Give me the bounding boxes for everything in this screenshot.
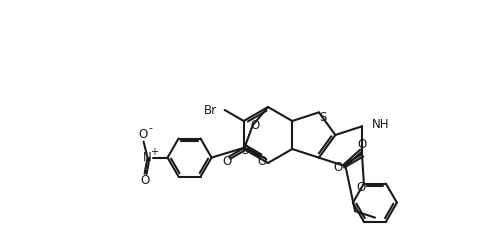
Text: O: O [250,119,259,132]
Text: +: + [149,146,157,156]
Text: O: O [140,174,149,187]
Text: NH: NH [372,118,389,131]
Text: O: O [257,155,267,168]
Text: Br: Br [204,104,217,117]
Text: N: N [143,151,152,164]
Text: O: O [222,155,232,168]
Text: S: S [241,144,248,157]
Text: S: S [319,111,327,124]
Text: -: - [148,122,152,132]
Text: O: O [333,161,343,174]
Text: O: O [138,128,147,141]
Text: O: O [356,181,366,194]
Text: O: O [357,138,367,151]
